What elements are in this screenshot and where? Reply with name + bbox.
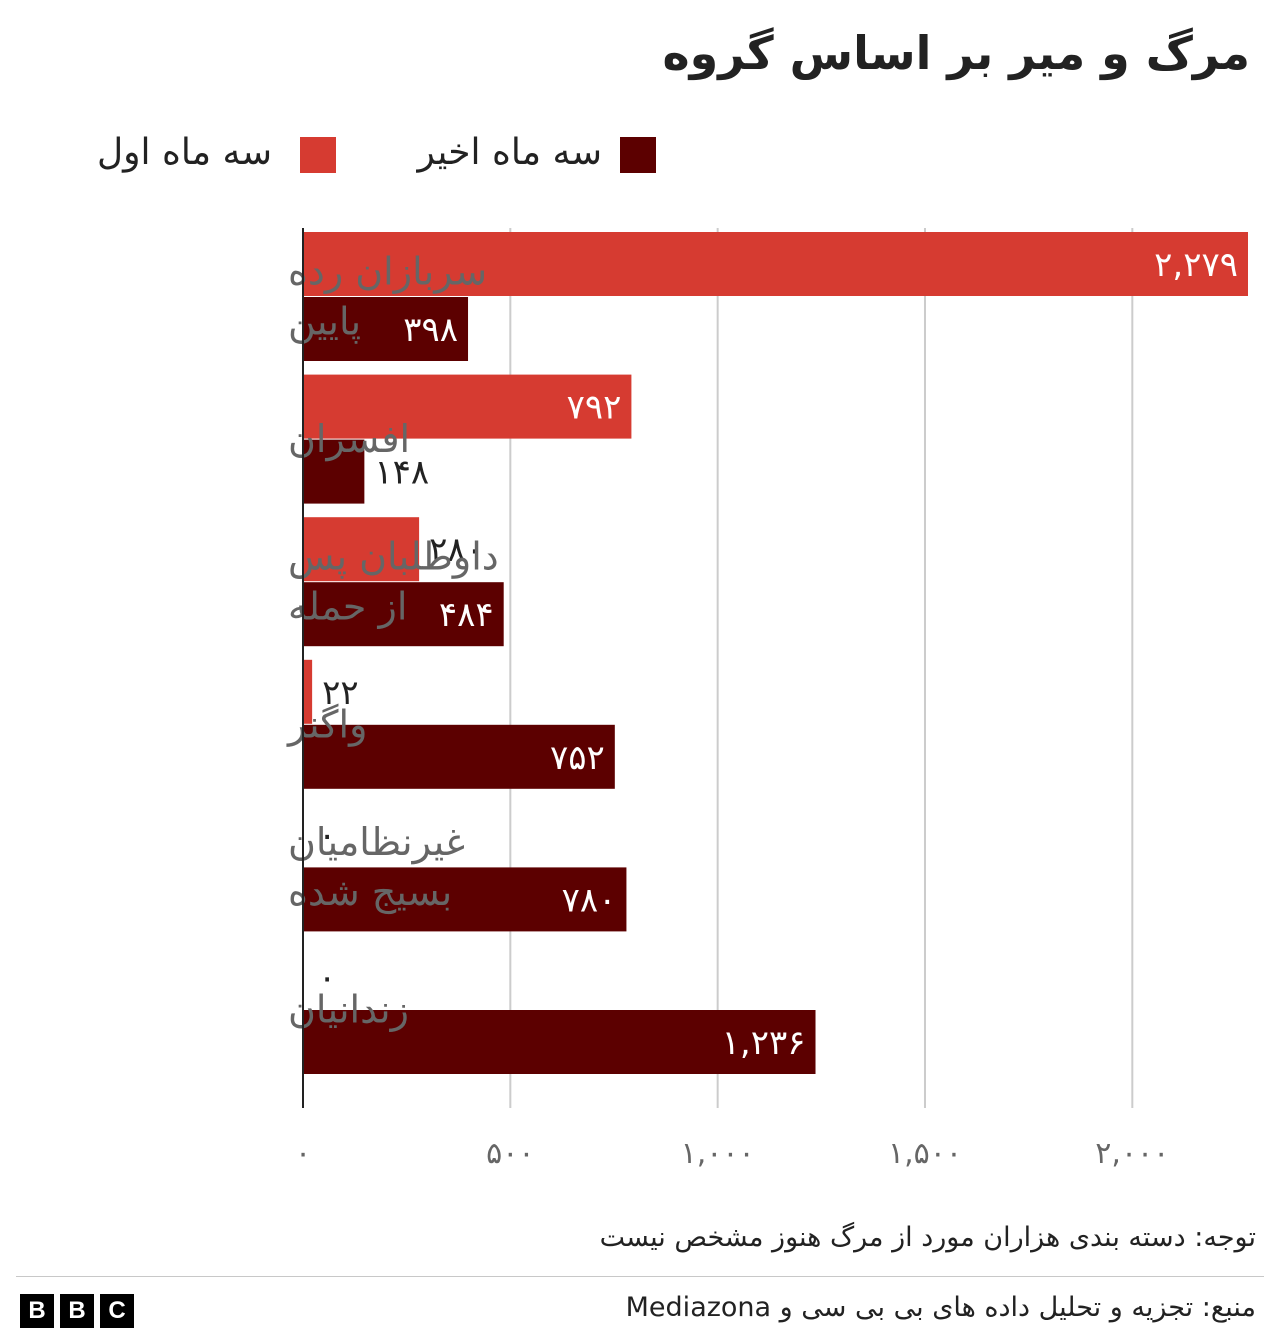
category-label: بسیج شده <box>288 870 452 915</box>
legend-swatch-first <box>300 137 336 173</box>
category-label: افسران <box>288 417 410 462</box>
chart-note: توجه: دسته بندی هزاران مورد از مرگ هنوز … <box>599 1222 1256 1253</box>
bar-value-label: ۰ <box>318 958 336 998</box>
category-label: غیرنظامیان <box>288 820 465 865</box>
legend-item-recent: سه ماه اخیر <box>380 132 660 182</box>
bar-value-label: ۳۹۸ <box>403 310 458 350</box>
bar-value-label: ۷۵۲ <box>550 738 605 778</box>
bar <box>303 374 632 439</box>
bbc-logo: B B C <box>20 1294 134 1328</box>
bar-value-label: ۰ <box>318 815 336 855</box>
category-label: واگنر <box>286 702 367 747</box>
x-tick-label: ۵۰۰ <box>486 1136 534 1171</box>
legend-label-first: سه ماه اول <box>96 132 272 173</box>
legend-label-recent: سه ماه اخیر <box>417 132 602 173</box>
bar <box>303 232 1248 296</box>
bar-value-label: ۷۹۲ <box>567 388 622 428</box>
category-label: زندانیان <box>288 988 409 1032</box>
chart-title: مرگ و میر بر اساس گروه <box>662 26 1251 80</box>
category-label: سربازان رده <box>288 250 487 295</box>
bar-value-label: ۲,۲۷۹ <box>1154 245 1238 285</box>
bar <box>303 1010 816 1074</box>
bar <box>303 517 420 582</box>
bar <box>303 439 365 504</box>
legend-item-first: سه ماه اول <box>60 132 340 182</box>
bar-chart: ۰ ۵۰۰ ۱,۰۰۰ ۱,۵۰۰ ۲,۰۰۰ ۲,۲۷۹ ۳۹۸ سربازان رده پا… <box>286 228 1248 1171</box>
x-tick-label: ۲,۰۰۰ <box>1095 1136 1169 1171</box>
bar <box>303 297 469 361</box>
footer-divider <box>16 1276 1264 1277</box>
bar-value-label: ۱۴۸ <box>374 453 429 493</box>
bar-value-label: ۲۲ <box>322 673 359 713</box>
bar <box>303 724 615 789</box>
x-tick-label: ۱,۵۰۰ <box>888 1136 962 1171</box>
bar-value-label: ۴۸۴ <box>439 595 494 635</box>
bar-value-label: ۲۸۰ <box>429 530 484 570</box>
bbc-logo-letter: B <box>60 1294 94 1328</box>
bar <box>303 659 313 724</box>
bbc-logo-letter: B <box>20 1294 54 1328</box>
chart-source: منبع: تجزیه و تحلیل داده های بی بی سی و … <box>625 1292 1256 1323</box>
legend-swatch-recent <box>620 137 656 173</box>
x-tick-label: ۱,۰۰۰ <box>681 1136 755 1171</box>
x-tick-label: ۰ <box>295 1136 311 1171</box>
bar-value-label: ۷۸۰ <box>562 880 617 920</box>
bar-value-label: ۱,۲۳۶ <box>722 1023 806 1063</box>
bar <box>303 582 504 647</box>
category-label: داوطلبان پس <box>288 535 499 580</box>
bar <box>303 867 627 932</box>
bbc-logo-letter: C <box>100 1294 134 1328</box>
category-label: از حمله <box>288 585 407 629</box>
category-label: پایین <box>288 300 361 345</box>
